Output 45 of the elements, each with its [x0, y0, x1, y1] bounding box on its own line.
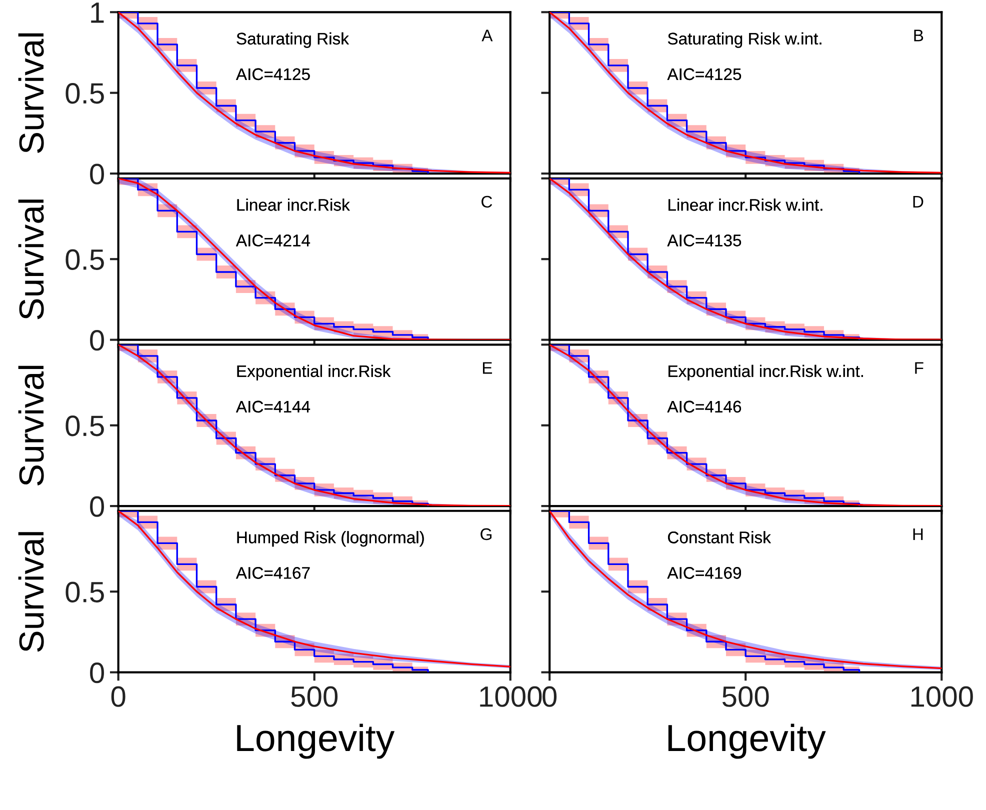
x-tick-label: 0	[111, 686, 126, 707]
y-tick-label: 0.5	[66, 249, 104, 270]
x-tick-label: 1000	[911, 686, 973, 707]
text: AIC=4144	[236, 400, 310, 413]
text: AIC=4125	[236, 68, 310, 80]
y-tick-label: 0	[90, 496, 104, 517]
text: AIC=4146	[667, 400, 742, 413]
text: AIC=4214	[236, 234, 310, 246]
y-tick-label: 0.5	[66, 83, 104, 104]
text: Saturating Risk w.int.	[668, 32, 822, 48]
x-tick-label: 500	[291, 686, 338, 707]
text: AIC=4125	[667, 68, 742, 80]
y-tick-label: 0.5	[66, 582, 104, 602]
text: Linear incr.Risk	[237, 198, 350, 211]
annotation: G	[480, 528, 492, 540]
x-tick-label: 500	[722, 686, 769, 707]
y-tick-label: 0	[90, 330, 104, 351]
annotation: A	[482, 30, 493, 42]
y-axis-title: Survival	[18, 200, 44, 320]
y-tick-label: 0	[90, 164, 104, 184]
y-tick-label: 1	[91, 2, 104, 23]
y-tick-label: 0.5	[66, 416, 104, 436]
x-axis-title: Longevity	[237, 724, 395, 759]
y-tick-label: 0	[90, 662, 104, 684]
x-axis-title: Longevity	[668, 724, 826, 759]
text: Saturating Risk	[236, 32, 349, 48]
x-tick-label: 0	[542, 686, 557, 707]
x-tick-label: 1000	[480, 686, 542, 707]
annotation: B	[914, 30, 924, 42]
y-axis-title: Survival	[18, 33, 44, 154]
annotation: E	[482, 362, 492, 374]
text: AIC=4169	[667, 567, 741, 579]
annotation: F	[915, 362, 924, 374]
text: Exponential incr.Risk w.int.	[668, 364, 863, 380]
text: Exponential incr.Risk	[237, 364, 391, 380]
text: Humped Risk (lognormal)	[237, 531, 424, 547]
text: Constant Risk	[668, 531, 771, 544]
y-axis-title: Survival	[18, 532, 44, 652]
annotation: H	[913, 528, 923, 540]
text: AIC=4167	[236, 567, 310, 579]
annotation: D	[913, 196, 924, 208]
text: AIC=4135	[667, 234, 742, 246]
annotation: C	[482, 196, 492, 208]
y-axis-title: Survival	[18, 366, 44, 486]
text: Linear incr.Risk w.int.	[668, 198, 822, 211]
